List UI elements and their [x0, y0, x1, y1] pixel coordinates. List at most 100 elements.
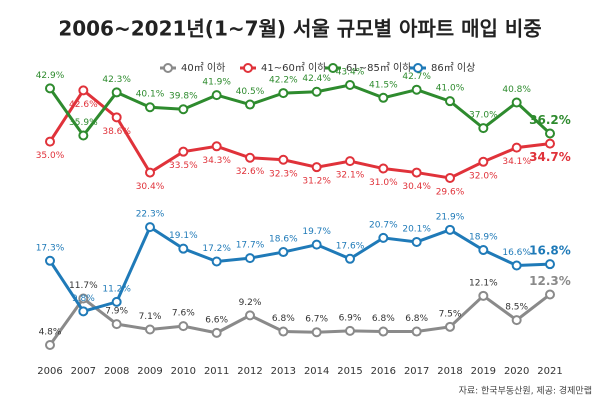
legend-marker: [163, 63, 173, 73]
data-point: [211, 141, 222, 152]
data-label: 20.7%: [369, 220, 398, 230]
data-label: 35.0%: [36, 151, 65, 161]
series-line: [48, 224, 551, 314]
data-label: 33.5%: [169, 161, 198, 171]
data-point: [511, 142, 522, 153]
legend-label: 41~60㎡ 이하: [261, 61, 326, 74]
data-label: 9.2%: [239, 298, 262, 308]
data-point: [411, 84, 422, 95]
data-label: 6.6%: [205, 315, 228, 325]
data-label: 6.7%: [305, 315, 328, 325]
data-label: 42.2%: [269, 76, 298, 86]
legend-marker: [243, 63, 253, 73]
data-point: [411, 326, 422, 337]
data-label: 8.5%: [505, 303, 528, 313]
data-label: 19.7%: [302, 227, 331, 237]
data-label: 7.9%: [105, 307, 128, 317]
data-label: 7.1%: [139, 312, 162, 322]
series-line: [48, 88, 551, 180]
data-point: [45, 136, 55, 147]
data-point: [111, 87, 122, 98]
data-point: [178, 146, 189, 157]
data-point: [545, 289, 555, 300]
data-point: [78, 293, 89, 304]
data-label: 21.9%: [436, 212, 465, 222]
data-point: [278, 247, 289, 258]
data-label: 30.4%: [136, 182, 165, 192]
data-point: [145, 324, 155, 335]
data-label: 32.1%: [336, 171, 365, 181]
data-point: [345, 253, 355, 264]
data-label: 40.1%: [136, 90, 165, 100]
data-point: [445, 96, 455, 107]
data-label: 16.8%: [529, 244, 571, 258]
x-tick-label: 2009: [137, 366, 162, 377]
data-label: 12.1%: [469, 278, 498, 288]
data-label: 32.3%: [269, 169, 298, 179]
data-label: 6.8%: [272, 314, 295, 324]
data-point: [545, 138, 555, 149]
data-point: [445, 172, 455, 183]
data-point: [145, 167, 155, 178]
x-tick-label: 2007: [71, 366, 96, 377]
data-point: [311, 86, 322, 97]
data-label: 11.2%: [102, 284, 131, 294]
data-point: [278, 88, 289, 99]
data-point: [78, 130, 89, 141]
data-label: 12.3%: [529, 274, 571, 288]
data-label: 7.6%: [172, 309, 195, 319]
data-point: [211, 327, 222, 338]
data-label: 32.0%: [469, 171, 498, 181]
data-point: [411, 167, 422, 178]
legend-label: 86㎡ 이상: [431, 62, 475, 74]
data-point: [345, 80, 355, 90]
data-point: [545, 259, 555, 270]
data-point: [245, 99, 255, 110]
data-label: 17.2%: [202, 244, 231, 254]
data-label: 39.8%: [169, 92, 198, 102]
data-label: 36.2%: [529, 113, 571, 127]
data-label: 42.4%: [302, 74, 331, 84]
data-point: [45, 255, 55, 266]
series-line: [48, 293, 551, 346]
data-point: [378, 232, 389, 243]
data-point: [145, 222, 155, 233]
data-label: 6.9%: [339, 313, 362, 323]
data-point: [378, 92, 389, 103]
legend-marker: [328, 63, 338, 73]
x-tick-label: 2006: [37, 366, 62, 377]
data-point: [211, 256, 222, 267]
x-tick-label: 2018: [437, 366, 462, 377]
data-point: [111, 112, 122, 123]
data-label: 40.8%: [502, 85, 531, 95]
data-label: 22.3%: [136, 210, 165, 220]
source: 자료: 한국부동산원, 제공: 경제만랩: [459, 385, 592, 397]
data-label: 20.1%: [402, 224, 431, 234]
data-point: [545, 128, 555, 139]
data-label: 41.9%: [202, 78, 231, 88]
data-point: [45, 340, 55, 350]
data-label: 41.5%: [369, 80, 398, 90]
data-label: 42.3%: [102, 75, 131, 85]
data-label: 30.4%: [402, 182, 431, 192]
data-label: 37.0%: [469, 111, 498, 121]
data-point: [345, 325, 355, 336]
x-tick-label: 2010: [171, 366, 196, 377]
data-point: [511, 315, 522, 326]
series-line: [48, 83, 552, 139]
data-point: [178, 243, 189, 254]
data-label: 11.7%: [69, 281, 98, 291]
data-point: [211, 90, 222, 101]
x-tick-label: 2011: [204, 366, 229, 377]
data-label: 40.5%: [236, 87, 265, 97]
data-label: 16.6%: [502, 248, 531, 258]
legend-label: 61~85㎡ 이하: [346, 61, 411, 74]
data-point: [478, 123, 489, 134]
data-label: 6.8%: [372, 314, 395, 324]
chart-title: 2006~2021년(1~7월) 서울 규모별 아파트 매입 비중: [58, 17, 541, 41]
data-point: [378, 163, 389, 174]
x-tick-label: 2012: [237, 366, 262, 377]
data-point: [411, 236, 422, 247]
data-label: 31.0%: [369, 178, 398, 188]
data-point: [345, 156, 355, 167]
